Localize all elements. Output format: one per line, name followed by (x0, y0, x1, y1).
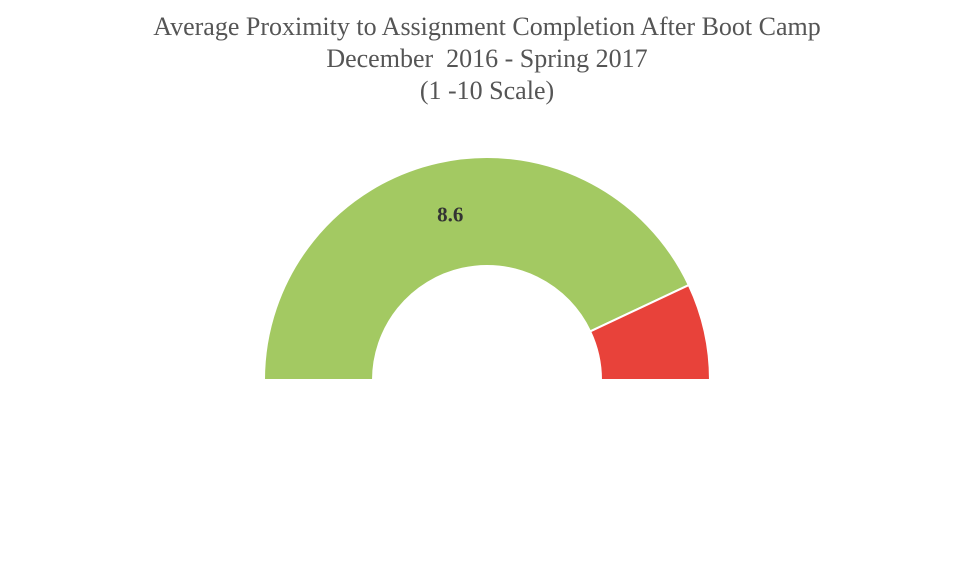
chart-subtitle: December 2016 - Spring 2017 (326, 44, 647, 73)
gauge-segment (588, 283, 712, 381)
chart-title: Average Proximity to Assignment Completi… (153, 12, 821, 41)
chart-subtitle: (1 -10 Scale) (420, 76, 554, 105)
value-label: 8.6 (437, 203, 463, 227)
gauge-segment (262, 156, 691, 381)
